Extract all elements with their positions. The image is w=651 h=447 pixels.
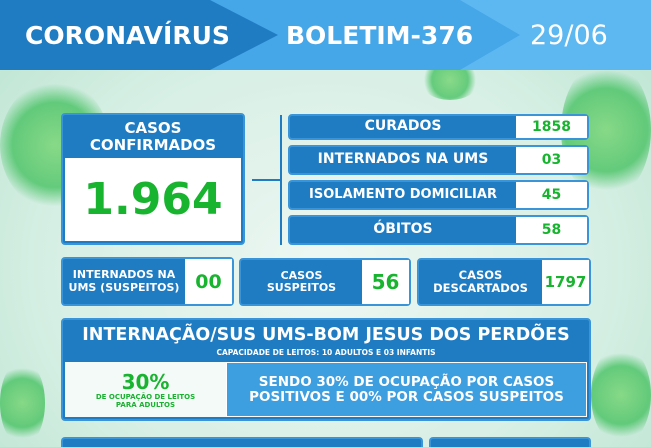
- stat-label: ÓBITOS: [373, 221, 433, 238]
- stat-row: ÓBITOS 58: [288, 215, 589, 245]
- stat-label: CURADOS: [364, 118, 442, 135]
- stat-value: 03: [516, 147, 587, 173]
- occupancy-percent: 30%: [121, 369, 170, 394]
- stat-value: 45: [516, 182, 587, 208]
- confirmed-label: CASOS CONFIRMADOS: [89, 119, 217, 154]
- casos-suspeitos-card: CASOS SUSPEITOS 56: [239, 258, 411, 306]
- stat-label: INTERNADOS NA UMS (SUSPEITOS): [68, 268, 180, 294]
- casos-descartados-card: CASOS DESCARTADOS 1797: [417, 258, 591, 306]
- stat-value: 1797: [542, 260, 589, 304]
- occupancy-box: 30% DE OCUPAÇÃO DE LEITOS PARA ADULTOS: [65, 362, 226, 417]
- hospital-panel: INTERNAÇÃO/SUS UMS-BOM JESUS DOS PERDÕES…: [61, 318, 591, 421]
- confirmed-card: CASOS CONFIRMADOS 1.964: [61, 113, 245, 245]
- hospital-title: INTERNAÇÃO/SUS UMS-BOM JESUS DOS PERDÕES: [82, 325, 570, 346]
- header-bulletin: BOLETIM-376: [286, 20, 474, 50]
- stat-row: INTERNADOS NA UMS 03: [288, 145, 589, 175]
- confirmed-value: 1.964: [65, 158, 241, 241]
- stat-label: CASOS DESCARTADOS: [433, 268, 528, 295]
- header-title: CORONAVÍRUS: [25, 20, 230, 50]
- header-title-segment: [0, 0, 278, 70]
- stat-label: ISOLAMENTO DOMICILIAR: [309, 186, 497, 202]
- stat-value: 58: [516, 217, 587, 243]
- connector-line: [280, 115, 282, 245]
- stat-value: 00: [185, 259, 232, 304]
- connector-line: [252, 179, 280, 181]
- stat-label: INTERNADOS NA UMS: [317, 151, 489, 168]
- internados-suspeitos-card: INTERNADOS NA UMS (SUSPEITOS) 00: [61, 257, 234, 306]
- stat-value: 56: [362, 260, 409, 304]
- stat-row: ISOLAMENTO DOMICILIAR 45: [288, 180, 589, 210]
- stat-row: CURADOS 1858: [288, 114, 589, 140]
- bottom-card-right: [429, 437, 591, 447]
- hospital-subtitle: CAPACIDADE DE LEITOS: 10 ADULTOS E 03 IN…: [216, 348, 436, 358]
- bottom-card-left: [61, 437, 423, 447]
- stat-label: CASOS SUSPEITOS: [266, 268, 337, 294]
- virus-decoration: [0, 360, 45, 446]
- virus-decoration: [591, 345, 651, 445]
- stat-value: 1858: [516, 116, 587, 138]
- header-date: 29/06: [530, 19, 608, 51]
- occupancy-detail: SENDO 30% DE OCUPAÇÃO POR CASOS POSITIVO…: [226, 362, 587, 417]
- occupancy-label: DE OCUPAÇÃO DE LEITOS PARA ADULTOS: [95, 392, 196, 409]
